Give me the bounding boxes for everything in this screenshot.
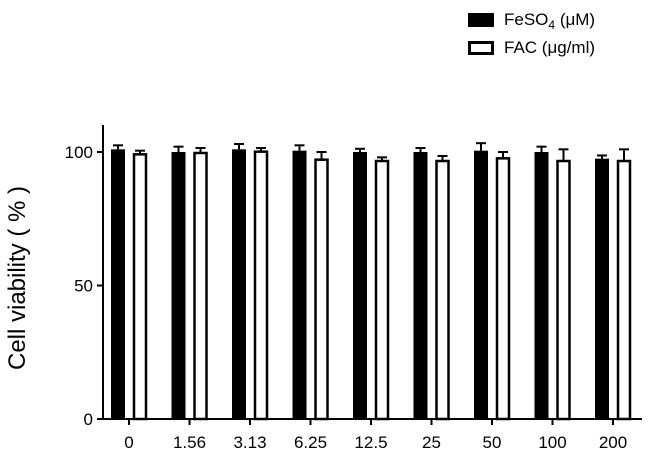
bar-feso4 bbox=[353, 152, 367, 419]
legend-swatch-open bbox=[468, 41, 494, 55]
chart-ticks: 0 50 100 0 1.56 3.13 6.25 12.5 25 50 100 200 bbox=[65, 143, 628, 452]
bar-feso4 bbox=[111, 149, 125, 419]
y-tick-label: 100 bbox=[65, 143, 93, 162]
bar-fac bbox=[314, 158, 329, 421]
x-tick-label: 100 bbox=[538, 433, 566, 452]
chart-bars bbox=[111, 142, 632, 421]
bar-fac bbox=[374, 159, 390, 421]
y-axis-title: Cell viability ( % ) bbox=[4, 185, 31, 371]
x-tick-label: 0 bbox=[124, 433, 133, 452]
x-tick-label: 25 bbox=[422, 433, 441, 452]
chart-legend: FeSO4 (μM) FAC (μg/ml) bbox=[468, 6, 595, 62]
bar-fac bbox=[435, 159, 450, 421]
bar-feso4 bbox=[171, 152, 186, 419]
x-tick-label: 1.56 bbox=[173, 433, 206, 452]
x-tick-label: 3.13 bbox=[233, 433, 266, 452]
legend-item-feso4: FeSO4 (μM) bbox=[468, 6, 595, 34]
bar-fac bbox=[253, 150, 269, 421]
legend-label-fac: FAC (μg/ml) bbox=[504, 38, 596, 57]
legend-label-feso4: FeSO4 (μM) bbox=[504, 10, 596, 32]
x-tick-label: 6.25 bbox=[294, 433, 327, 452]
y-tick-label: 0 bbox=[84, 410, 93, 429]
bar-fac bbox=[616, 159, 632, 421]
bar-fac bbox=[556, 159, 571, 421]
legend-swatch-filled bbox=[468, 13, 494, 27]
bar-feso4 bbox=[232, 149, 246, 419]
bar-feso4 bbox=[474, 150, 488, 420]
bar-feso4 bbox=[413, 152, 428, 419]
bar-feso4 bbox=[595, 158, 609, 420]
bar-feso4 bbox=[534, 152, 549, 419]
x-tick-label: 12.5 bbox=[354, 433, 387, 452]
x-tick-label: 50 bbox=[483, 433, 502, 452]
bar-fac bbox=[193, 151, 208, 421]
bar-fac bbox=[132, 153, 148, 421]
bar-feso4 bbox=[292, 150, 307, 420]
bar-fac bbox=[495, 157, 511, 421]
x-tick-label: 200 bbox=[599, 433, 627, 452]
y-tick-label: 50 bbox=[74, 277, 93, 296]
legend-item-fac: FAC (μg/ml) bbox=[468, 34, 595, 62]
